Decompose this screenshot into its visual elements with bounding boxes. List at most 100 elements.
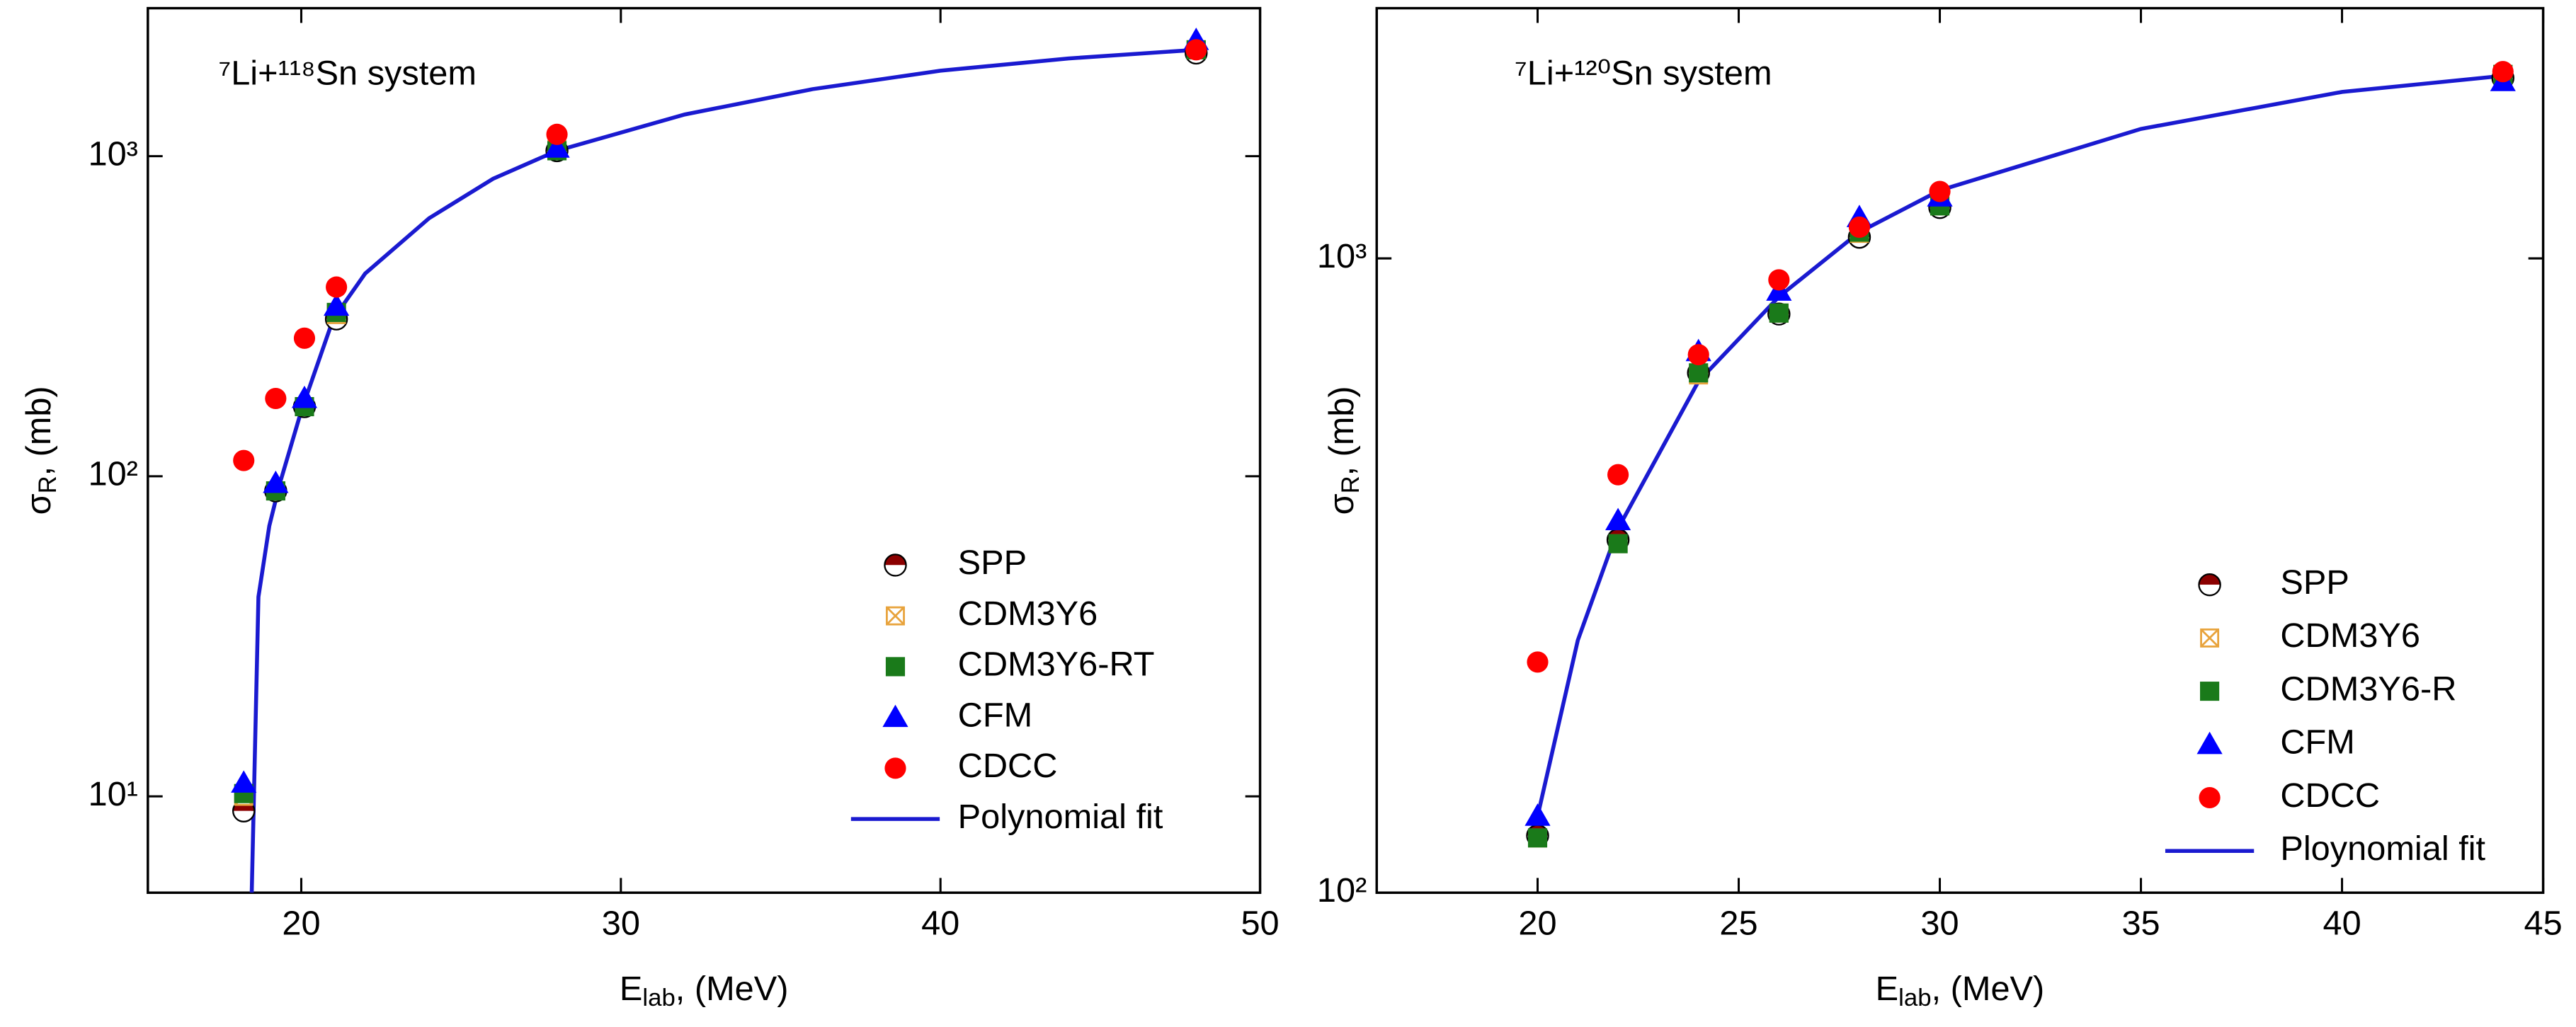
legend-marker <box>882 704 908 728</box>
data-point <box>1608 534 1628 553</box>
x-tick-label: 20 <box>1518 904 1556 942</box>
chart-title: ⁷Li+¹¹⁸Sn system <box>219 54 477 92</box>
fit-line <box>1535 74 2504 817</box>
x-tick-label: 40 <box>921 904 959 942</box>
y-tick-label: 10² <box>1317 871 1367 910</box>
marker-outline <box>2198 573 2221 597</box>
y-tick-label: 10³ <box>88 135 137 173</box>
data-point <box>1929 180 1951 202</box>
data-point <box>1768 269 1790 291</box>
marker-square <box>1689 363 1709 383</box>
label-part: lab <box>1898 985 1931 1011</box>
data-point <box>1689 363 1709 383</box>
marker-outline <box>1767 302 1791 326</box>
legend-label: CFM <box>2280 723 2355 762</box>
legend-label: CFM <box>958 696 1033 735</box>
marker-circle <box>1929 180 1951 202</box>
marker-circle <box>2199 786 2221 809</box>
marker-triangle <box>2196 731 2223 755</box>
x-tick-label: 40 <box>2323 904 2361 942</box>
data-point <box>1527 651 1549 673</box>
data-point <box>1848 216 1871 239</box>
label-part: E <box>1876 970 1899 1008</box>
marker-circle <box>1687 344 1709 366</box>
x-tick-label: 20 <box>282 904 320 942</box>
label-part: , (mb) <box>20 386 58 476</box>
legend-marker <box>885 657 906 677</box>
data-point <box>231 770 257 793</box>
label-part: R <box>35 476 62 493</box>
marker-top <box>884 554 906 566</box>
marker-triangle <box>544 135 570 158</box>
marker-triangle <box>263 470 289 493</box>
data-point <box>1524 803 1551 826</box>
x-tick-label: 30 <box>1920 904 1959 942</box>
legend-marker <box>886 606 905 626</box>
plot-frame <box>1375 6 2545 894</box>
marker-triangle <box>1524 803 1551 826</box>
data-point <box>265 387 287 410</box>
legend-marker <box>2200 682 2220 701</box>
data-point <box>1527 828 1548 848</box>
marker-circle <box>884 757 906 779</box>
marker-bottom <box>884 565 906 576</box>
data-point <box>326 276 348 298</box>
axis-label: Elab, (MeV) <box>1876 970 2045 1011</box>
marker-circle <box>293 327 316 349</box>
marker-cross <box>2200 629 2219 648</box>
marker-circle <box>2492 61 2514 83</box>
x-tick-label: 30 <box>602 904 640 942</box>
marker-square <box>2200 682 2220 701</box>
plot-frame <box>147 6 1262 894</box>
fit-line <box>249 47 1197 893</box>
data-point <box>1185 39 1207 61</box>
marker-circle <box>265 387 287 410</box>
legend-label: CDM3Y6 <box>2280 616 2420 655</box>
data-point <box>1605 507 1631 531</box>
data-point <box>293 327 316 349</box>
y-tick-label: 10¹ <box>88 775 137 813</box>
legend-marker <box>2200 628 2220 648</box>
label-part: , (mb) <box>1323 386 1361 476</box>
data-point <box>546 123 568 145</box>
marker-triangle <box>291 385 318 408</box>
x-tick-label: 45 <box>2524 904 2562 942</box>
data-point <box>291 385 318 408</box>
x-tick-label: 50 <box>1241 904 1279 942</box>
legend-label: CDM3Y6-R <box>2280 670 2456 708</box>
marker-bottom <box>233 810 255 822</box>
data-point <box>1687 344 1709 366</box>
marker-triangle <box>882 704 908 728</box>
marker-circle <box>1527 651 1549 673</box>
marker-circle <box>1185 39 1207 61</box>
data-point <box>1607 464 1629 486</box>
marker-circle <box>1848 216 1871 239</box>
legend-marker <box>2196 731 2223 755</box>
legend-label: CDCC <box>958 747 1058 785</box>
marker-top <box>2199 574 2221 585</box>
marker-circle <box>326 276 348 298</box>
marker-circle <box>546 123 568 145</box>
y-tick-label: 10² <box>88 455 137 493</box>
axis-label: σR, (mb) <box>20 386 62 515</box>
data-point <box>544 135 570 158</box>
marker-circle <box>1607 464 1629 486</box>
marker-triangle <box>1605 507 1631 531</box>
legend-label: SPP <box>958 544 1027 582</box>
marker-outline <box>884 553 907 577</box>
label-part: , (MeV) <box>1932 970 2045 1008</box>
marker-square <box>885 657 906 677</box>
chart-title: ⁷Li+¹²⁰Sn system <box>1515 54 1772 92</box>
label-part: σ <box>1323 493 1361 515</box>
marker-triangle <box>231 770 257 793</box>
legend-marker <box>2198 573 2221 597</box>
y-tick-label: 10³ <box>1317 237 1367 275</box>
label-part: E <box>620 970 643 1008</box>
data-point <box>324 293 350 316</box>
x-tick-label: 35 <box>2121 904 2160 942</box>
label-part: R <box>1338 476 1364 493</box>
data-point <box>2492 61 2514 83</box>
legend-marker <box>884 553 907 577</box>
